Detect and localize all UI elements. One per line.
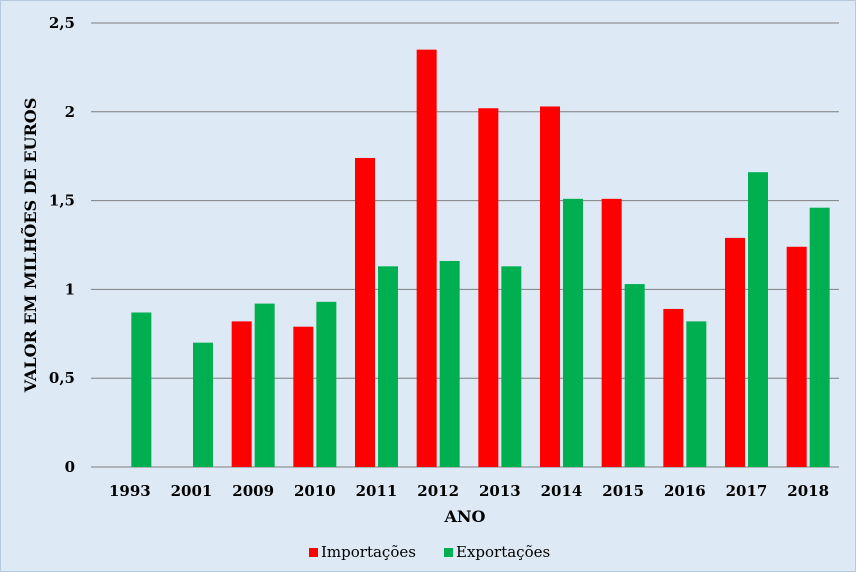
y-tick-label: 2 — [65, 103, 75, 121]
bar-importacoes-2009 — [231, 321, 252, 467]
x-tick-label: 2018 — [787, 482, 829, 500]
y-tick-label: 1 — [65, 280, 75, 298]
bar-importacoes-2011 — [355, 157, 375, 467]
x-tick-label: 2015 — [602, 482, 644, 500]
x-axis-title: ANO — [444, 507, 486, 526]
x-tick-labels: 1993 2001 2009 2010 2011 2012 2013 2014 2015 2016… — [109, 482, 829, 500]
bar-exportacoes-2014 — [563, 198, 583, 467]
legend-label: Exportações — [456, 543, 550, 561]
x-tick-label: 2001 — [171, 482, 213, 500]
gridlines — [91, 22, 839, 468]
y-tick-label: 2,5 — [49, 14, 75, 32]
x-tick-label: 2016 — [664, 482, 706, 500]
x-tick-label: 2017 — [726, 482, 768, 500]
bar-exportacoes-2010 — [316, 301, 337, 467]
y-tick-label: 0,5 — [49, 369, 75, 387]
bar-importacoes-2014 — [540, 106, 560, 468]
bar-importacoes-2018 — [786, 246, 807, 467]
bar-exportacoes-1993 — [131, 312, 152, 467]
y-tick-label: 0 — [65, 458, 75, 476]
bar-exportacoes-2009 — [254, 303, 275, 467]
bar-importacoes-2012 — [416, 49, 437, 467]
y-tick-label: 1,5 — [49, 192, 75, 210]
bar-exportacoes-2001 — [193, 342, 213, 467]
y-tick-labels: 0 0,5 1 1,5 2 2,5 — [49, 14, 75, 476]
bar-importacoes-2015 — [601, 198, 622, 467]
x-tick-label: 2011 — [356, 482, 398, 500]
bar-exportacoes-2013 — [501, 266, 522, 467]
legend-swatch — [444, 548, 453, 557]
x-tick-label: 1993 — [109, 482, 151, 500]
bar-exportacoes-2012 — [439, 260, 460, 467]
legend-swatch — [309, 548, 318, 557]
bars — [131, 49, 830, 468]
bar-importacoes-2013 — [478, 108, 499, 468]
x-tick-label: 2012 — [417, 482, 459, 500]
y-axis-title: VALOR EM MILHÕES DE EUROS — [19, 98, 40, 394]
bar-exportacoes-2018 — [809, 207, 830, 468]
x-tick-label: 2014 — [541, 482, 583, 500]
legend: Importações Exportações — [309, 543, 550, 561]
bar-exportacoes-2015 — [624, 284, 645, 467]
bar-exportacoes-2016 — [686, 321, 707, 467]
bar-exportacoes-2011 — [378, 266, 398, 467]
x-tick-label: 2009 — [232, 482, 274, 500]
bar-importacoes-2016 — [663, 308, 684, 467]
x-tick-label: 2013 — [479, 482, 521, 500]
bar-importacoes-2017 — [725, 237, 745, 467]
legend-label: Importações — [321, 543, 416, 561]
bar-exportacoes-2017 — [748, 172, 768, 467]
bar-importacoes-2010 — [293, 326, 314, 467]
x-tick-label: 2010 — [294, 482, 336, 500]
